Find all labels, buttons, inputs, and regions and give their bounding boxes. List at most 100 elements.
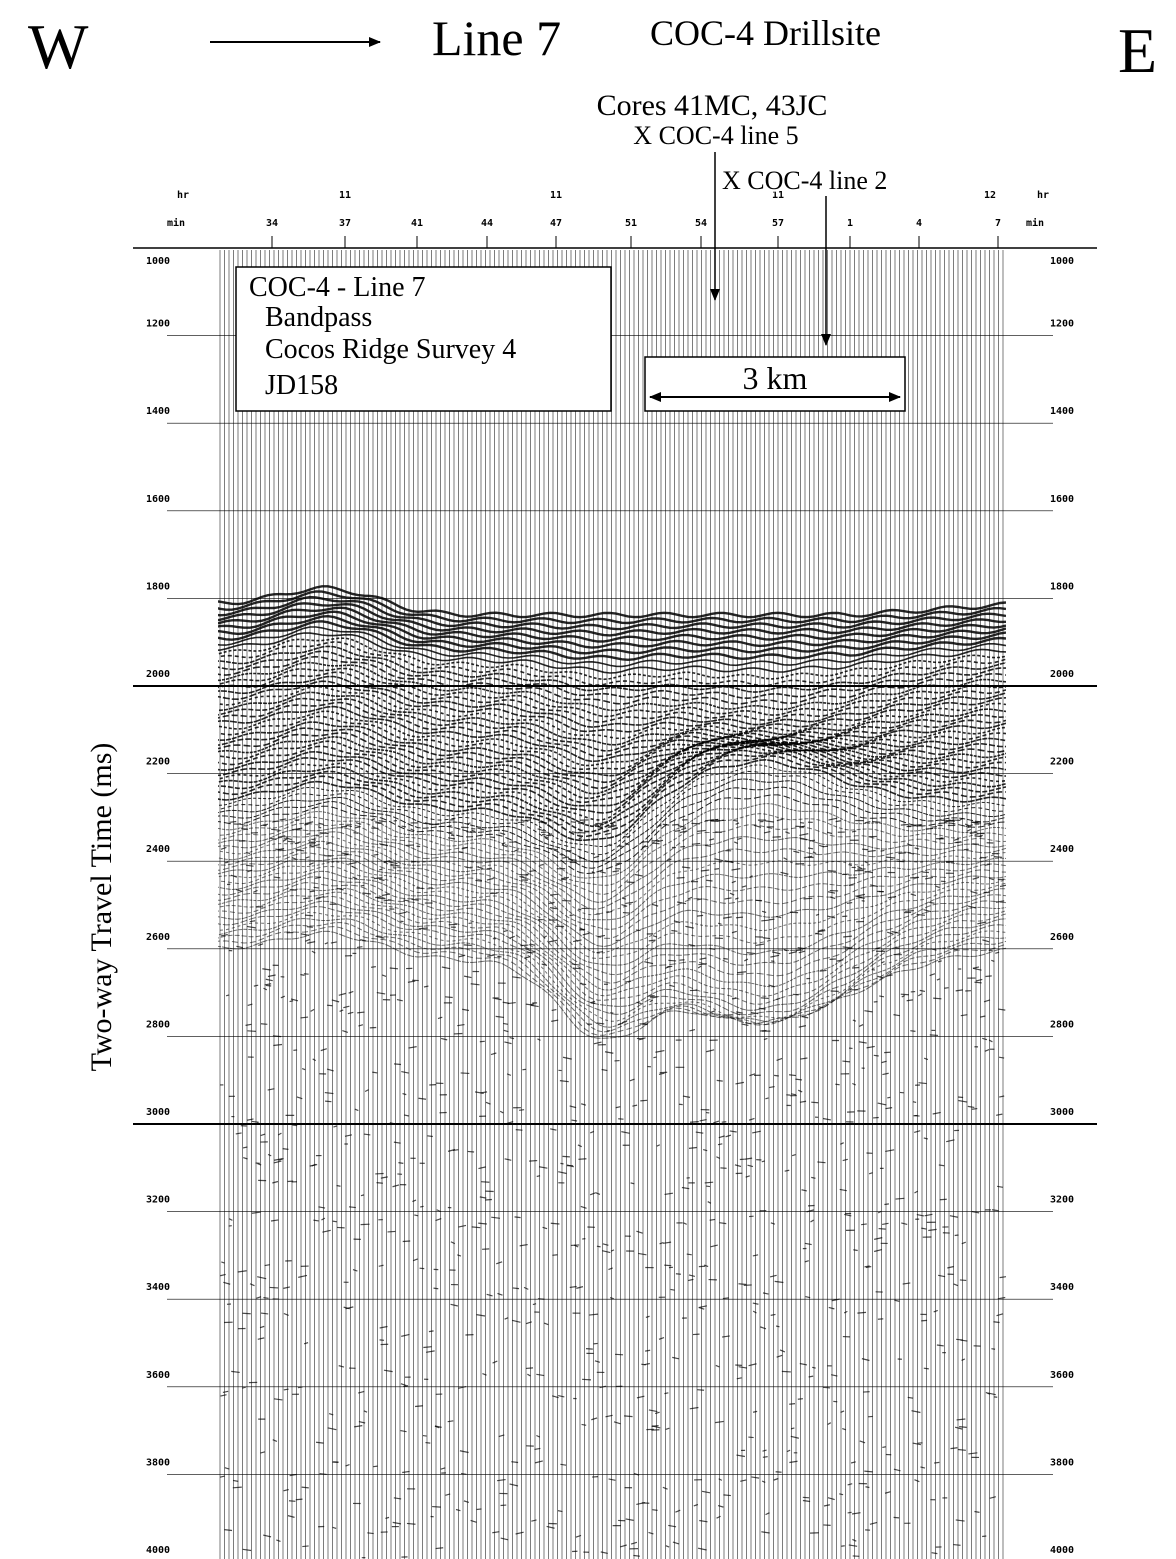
noise — [269, 837, 277, 841]
noise — [924, 876, 934, 880]
noise — [548, 833, 553, 836]
noise — [593, 823, 598, 826]
noise — [914, 1130, 921, 1134]
crossing-label: X COC-4 line 5 — [633, 121, 798, 150]
noise — [471, 829, 476, 833]
noise — [581, 1423, 587, 1426]
noise — [425, 1350, 435, 1353]
noise — [901, 1222, 908, 1225]
noise — [688, 943, 696, 947]
noise — [735, 1081, 744, 1085]
noise — [494, 997, 502, 1001]
noise — [972, 967, 982, 971]
noise — [861, 1358, 870, 1362]
noise — [734, 897, 739, 900]
noise — [985, 1391, 991, 1395]
noise — [827, 1422, 832, 1425]
noise — [700, 869, 710, 872]
noise — [848, 1544, 858, 1547]
noise — [901, 995, 906, 998]
axes: 1000 1000 1200 1200 1400 1400 1600 1600 1800 1800… — [133, 190, 1097, 1556]
noise — [300, 973, 305, 976]
noise — [765, 1097, 769, 1100]
noise — [953, 1543, 961, 1546]
noise — [609, 822, 614, 826]
noise — [602, 1243, 609, 1246]
noise — [292, 1124, 298, 1127]
info-box — [235, 266, 612, 412]
noise — [697, 829, 706, 832]
noise — [242, 1386, 247, 1389]
noise — [344, 1134, 352, 1137]
y-tick-label: 1600 — [146, 494, 170, 505]
noise — [773, 1477, 779, 1481]
noise — [655, 1049, 665, 1053]
noise — [280, 995, 286, 999]
noise — [390, 863, 400, 867]
noise — [228, 1218, 233, 1221]
noise — [591, 1417, 598, 1421]
noise — [917, 993, 922, 997]
noise — [479, 1196, 487, 1199]
noise — [633, 1554, 640, 1557]
noise — [247, 869, 253, 873]
noise — [936, 978, 941, 981]
noise — [725, 1134, 732, 1138]
noise — [689, 1121, 699, 1123]
noise — [487, 954, 494, 957]
noise — [515, 1531, 524, 1535]
noise — [333, 1125, 338, 1128]
noise — [550, 1222, 560, 1225]
noise — [961, 1358, 966, 1361]
noise — [762, 937, 771, 940]
noise — [304, 821, 314, 825]
noise — [736, 1011, 743, 1014]
noise — [548, 901, 555, 905]
noise — [466, 831, 472, 834]
noise — [801, 1189, 807, 1192]
noise — [239, 823, 246, 826]
noise — [306, 926, 313, 928]
noise — [884, 1203, 889, 1206]
noise — [495, 1015, 504, 1019]
noise — [879, 995, 885, 998]
noise — [319, 832, 329, 835]
noise — [229, 820, 237, 823]
noise — [376, 992, 386, 995]
noise — [674, 829, 681, 832]
noise — [400, 1429, 407, 1433]
noise — [954, 1426, 963, 1430]
noise — [477, 827, 485, 831]
noise — [441, 966, 451, 970]
noise — [867, 849, 876, 853]
noise — [485, 1198, 492, 1201]
noise — [828, 817, 838, 821]
noise — [457, 1023, 465, 1027]
noise — [662, 1241, 672, 1244]
noise — [738, 1283, 747, 1286]
noise — [503, 929, 508, 933]
noise — [960, 1014, 968, 1017]
noise — [812, 1366, 816, 1369]
noise — [649, 999, 654, 1003]
noise — [342, 1030, 349, 1034]
noise — [552, 1254, 558, 1256]
noise — [486, 1293, 493, 1297]
noise — [664, 1192, 674, 1196]
noise — [760, 997, 769, 1000]
noise — [698, 1306, 705, 1310]
noise — [972, 821, 982, 824]
noise — [220, 933, 228, 937]
noise — [804, 1242, 812, 1246]
noise — [418, 927, 428, 930]
noise — [985, 975, 992, 978]
noise — [701, 1490, 711, 1494]
reflector — [218, 746, 1006, 821]
noise — [408, 1046, 417, 1049]
noise — [687, 896, 693, 900]
noise — [569, 1105, 577, 1109]
noise — [520, 944, 529, 947]
noise — [435, 1547, 444, 1550]
reflector — [218, 697, 1006, 752]
noise — [373, 877, 383, 880]
